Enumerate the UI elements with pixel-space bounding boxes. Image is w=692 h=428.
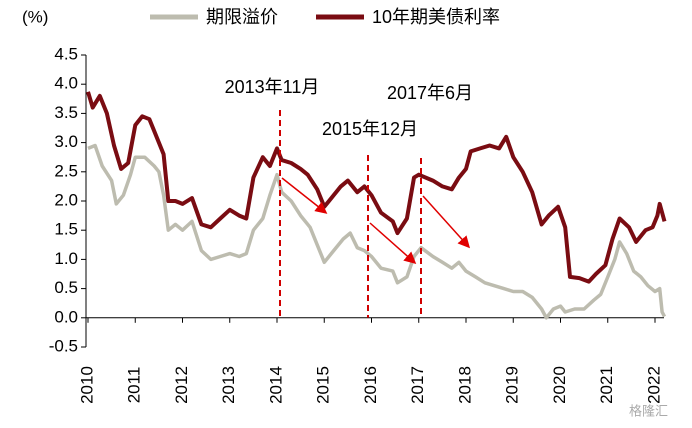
y-tick-label: 2.0 [54,190,78,209]
y-tick-label: 3.0 [54,132,78,151]
y-tick-label: 3.5 [54,103,78,122]
y-tick-label: 4.5 [54,44,78,63]
y-tick-label: 0.5 [54,278,78,297]
x-tick-label: 2010 [77,366,96,404]
x-tick-label: 2014 [266,366,285,404]
y-tick-label: 4.0 [54,74,78,93]
annotation-text: 2015年12月 [322,119,418,139]
x-tick-label: 2016 [361,366,380,404]
x-tick-label: 2015 [314,366,333,404]
series-line [87,143,667,320]
watermark: 格隆汇 [629,403,668,418]
y-tick-label: 1.0 [54,249,78,268]
y-tick-label: 0.0 [54,307,78,326]
x-tick-label: 2019 [503,366,522,404]
legend-label: 10年期美债利率 [372,7,500,27]
x-tick-label: 2011 [125,367,144,404]
annotation-text: 2013年11月 [225,77,320,97]
annotation-arrow [369,222,417,264]
x-tick-label: 2020 [550,366,569,404]
annotation-arrow [422,195,471,249]
x-tick-label: 2017 [408,366,427,404]
series-line [86,91,667,284]
x-tick-label: 2013 [219,366,238,404]
x-tick-label: 2012 [172,366,191,404]
y-tick-label: -0.5 [49,336,78,355]
y-tick-label: 2.5 [54,161,78,180]
x-tick-label: 2018 [455,366,474,404]
x-tick-label: 2022 [644,366,663,404]
y-unit-label: (%) [22,7,48,26]
annotation-arrow [281,177,328,214]
annotation-text: 2017年6月 [387,83,473,103]
legend-label: 期限溢价 [206,7,278,27]
x-tick-label: 2021 [597,366,616,404]
y-tick-label: 1.5 [54,220,78,239]
